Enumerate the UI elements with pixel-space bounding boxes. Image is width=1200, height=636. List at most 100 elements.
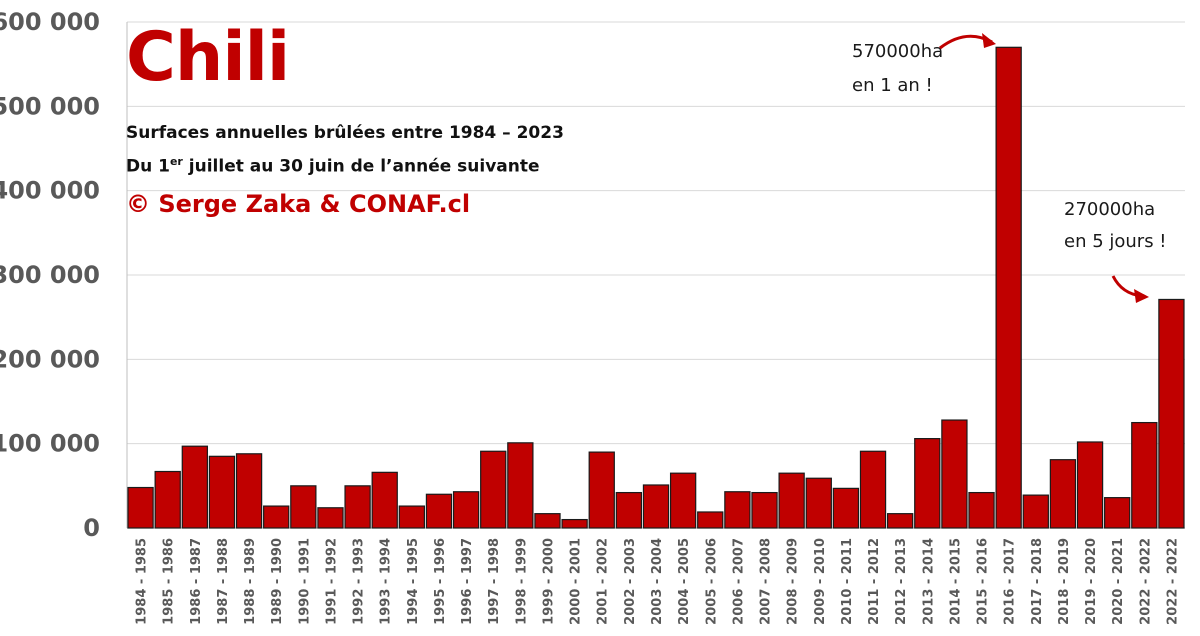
x-tick-label: 2011 - 2012 bbox=[867, 538, 882, 625]
bar-2022-2022 bbox=[1131, 421, 1158, 529]
bar-1993-1994 bbox=[371, 471, 398, 529]
x-tick-label: 2022 - 2022 bbox=[1138, 538, 1153, 625]
gridlines bbox=[126, 21, 1185, 529]
bar-2011-2012 bbox=[859, 450, 887, 529]
bar-2000-2001 bbox=[561, 518, 588, 529]
y-tick-label: 0 bbox=[83, 514, 100, 542]
chart-title: Chili bbox=[126, 18, 290, 97]
arrowhead-2016-icon bbox=[982, 33, 996, 48]
x-tick-label: 2013 - 2014 bbox=[921, 538, 936, 625]
x-tick-label: 2001 - 2002 bbox=[596, 538, 611, 625]
x-tick-label: 2016 - 2017 bbox=[1003, 538, 1018, 625]
x-tick-label: 1998 - 1999 bbox=[514, 538, 529, 625]
bar-2016-2017 bbox=[995, 46, 1022, 529]
x-tick-label: 1992 - 1993 bbox=[352, 538, 367, 625]
x-tick-label: 2020 - 2021 bbox=[1111, 538, 1126, 625]
y-tick-label: 500 000 bbox=[0, 92, 100, 120]
x-tick-label: 2007 - 2008 bbox=[759, 538, 774, 625]
bar-1988-1989 bbox=[235, 453, 263, 529]
x-tick-label: 1987 - 1988 bbox=[216, 538, 231, 625]
bar-1990-1991 bbox=[290, 485, 317, 529]
x-tick-label: 2003 - 2004 bbox=[650, 538, 665, 625]
x-tick-label: 1988 - 1989 bbox=[243, 538, 258, 625]
chart-credit: © Serge Zaka & CONAF.cl bbox=[126, 190, 471, 218]
x-tick-label: 2017 - 2018 bbox=[1030, 538, 1045, 625]
bar-2015-2016 bbox=[968, 491, 995, 529]
annotation-270000-line1: 270000ha bbox=[1064, 199, 1155, 220]
y-tick-label: 200 000 bbox=[0, 345, 100, 373]
x-tick-label: 2019 - 2020 bbox=[1084, 538, 1099, 625]
bar-2002-2003 bbox=[615, 491, 643, 529]
bars bbox=[127, 46, 1185, 529]
x-tick-label: 2002 - 2003 bbox=[623, 538, 638, 625]
arrowhead-2022-icon bbox=[1134, 289, 1149, 303]
annotation-570000-line2: en 1 an ! bbox=[852, 75, 933, 96]
bar-2020-2021 bbox=[1104, 497, 1131, 529]
annotation-570000-line1: 570000ha bbox=[852, 41, 943, 62]
y-tick-label: 300 000 bbox=[0, 261, 100, 289]
x-tick-label: 1994 - 1995 bbox=[406, 538, 421, 625]
y-tick-label: 100 000 bbox=[0, 430, 100, 458]
y-axis-ticks: 0 100 000 200 000 300 000 400 000 500 000 600 … bbox=[0, 8, 100, 542]
bar-2006-2007 bbox=[724, 491, 751, 529]
x-tick-label: 2008 - 2009 bbox=[786, 538, 801, 625]
bar-2005-2006 bbox=[697, 511, 724, 529]
x-tick-label: 1995 - 1996 bbox=[433, 538, 448, 625]
bar-2018-2019 bbox=[1049, 459, 1077, 529]
bar-1985-1986 bbox=[154, 470, 181, 529]
bar-2003-2004 bbox=[642, 484, 670, 529]
bar-2007-2008 bbox=[751, 491, 778, 529]
chart-subtitle-2: Du 1er juillet au 30 juin de l’année sui… bbox=[126, 155, 540, 177]
bar-1998-1999 bbox=[507, 442, 534, 529]
bar-1991-1992 bbox=[317, 507, 344, 529]
bar-1984-1985 bbox=[127, 486, 154, 529]
x-tick-label: 2000 - 2001 bbox=[569, 538, 584, 625]
bar-2010-2011 bbox=[832, 487, 860, 529]
bar-2009-2010 bbox=[805, 477, 832, 529]
subtitle-2-suffix: juillet au 30 juin de l’année suivante bbox=[182, 156, 540, 177]
bar-1997-1998 bbox=[480, 450, 507, 529]
subtitle-2-sup: er bbox=[169, 155, 183, 168]
x-tick-label: 2005 - 2006 bbox=[704, 538, 719, 625]
x-tick-label: 2014 - 2015 bbox=[948, 538, 963, 625]
x-tick-label: 2010 - 2011 bbox=[840, 538, 855, 625]
y-tick-label: 400 000 bbox=[0, 177, 100, 205]
bar-1994-1995 bbox=[398, 505, 426, 529]
bar-2012-2013 bbox=[886, 513, 914, 529]
bar-2001-2002 bbox=[588, 451, 615, 529]
x-tick-label: 1999 - 2000 bbox=[541, 538, 556, 625]
y-tick-label: 600 000 bbox=[0, 8, 100, 36]
x-tick-label: 2012 - 2013 bbox=[894, 538, 909, 625]
x-tick-label: 2009 - 2010 bbox=[813, 538, 828, 625]
bar-1999-2000 bbox=[534, 513, 561, 529]
x-tick-label: 2022 - 2022 bbox=[1165, 538, 1180, 625]
bar-1986-1987 bbox=[181, 445, 208, 529]
annotation-270000-line2: en 5 jours ! bbox=[1064, 231, 1167, 252]
bar-2013-2014 bbox=[914, 438, 941, 529]
x-tick-label: 1986 - 1987 bbox=[189, 538, 204, 625]
bar-2004-2005 bbox=[669, 472, 697, 529]
x-tick-label: 1989 - 1990 bbox=[270, 538, 285, 625]
x-tick-label: 2015 - 2016 bbox=[976, 538, 991, 625]
bar-1996-1997 bbox=[452, 491, 480, 529]
bar-1992-1993 bbox=[344, 485, 371, 529]
x-tick-label: 1990 - 1991 bbox=[297, 538, 312, 625]
x-tick-label: 1984 - 1985 bbox=[135, 538, 150, 625]
bar-2014-2015 bbox=[941, 419, 968, 529]
bar-1989-1990 bbox=[263, 505, 290, 529]
x-axis-ticks: 1984 - 1985 1985 - 1986 1986 - 1987 1987 - … bbox=[135, 538, 1181, 625]
x-tick-label: 1997 - 1998 bbox=[487, 538, 502, 625]
x-tick-label: 2006 - 2007 bbox=[731, 538, 746, 625]
bar-1995-1996 bbox=[425, 493, 453, 529]
bar-2008-2009 bbox=[778, 472, 805, 529]
bar-2022-2022 bbox=[1158, 298, 1185, 529]
bar-2019-2020 bbox=[1076, 441, 1104, 529]
x-tick-label: 2004 - 2005 bbox=[677, 538, 692, 625]
bar-1987-1988 bbox=[208, 455, 236, 529]
x-tick-label: 1991 - 1992 bbox=[324, 538, 339, 625]
annotations: 570000ha en 1 an ! 270000ha en 5 jours ! bbox=[852, 33, 1167, 303]
chart-subtitle-1: Surfaces annuelles brûlées entre 1984 – … bbox=[126, 123, 564, 143]
x-tick-label: 1996 - 1997 bbox=[460, 538, 475, 625]
x-tick-label: 2018 - 2019 bbox=[1057, 538, 1072, 625]
